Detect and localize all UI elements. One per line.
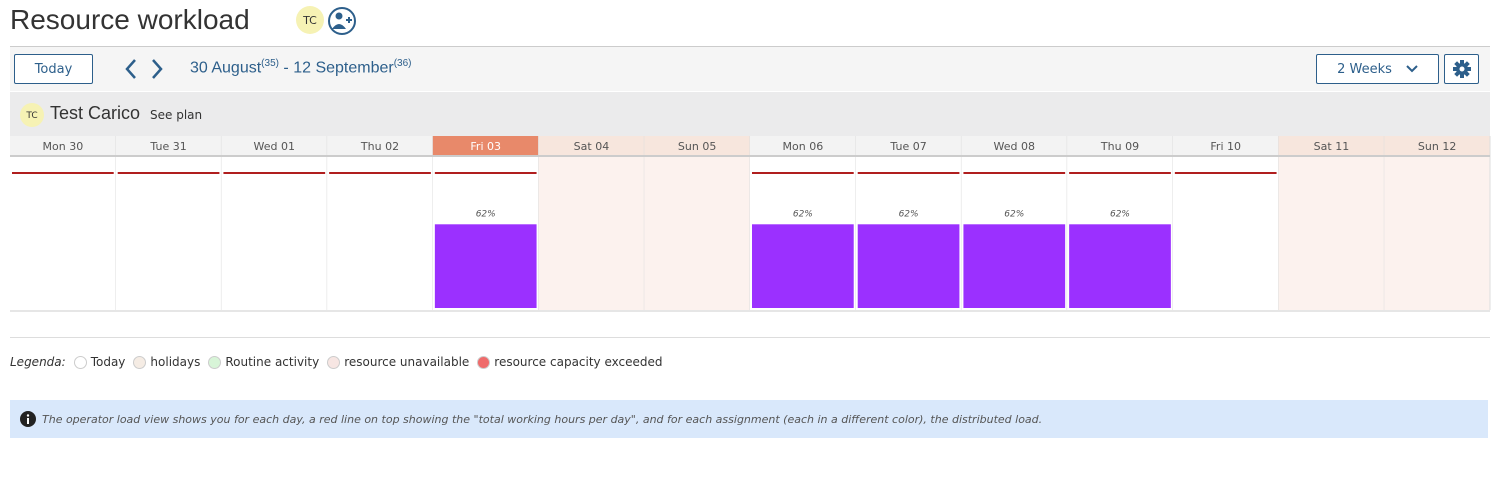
day-header bbox=[855, 136, 962, 155]
info-text: The operator load view shows you for eac… bbox=[42, 412, 1043, 426]
prev-arrow[interactable] bbox=[125, 59, 136, 79]
range-end-week: (36) bbox=[393, 58, 412, 69]
legend-swatch bbox=[208, 355, 222, 369]
day-header bbox=[115, 136, 222, 155]
day-label: Thu 02 bbox=[360, 140, 399, 153]
next-arrow[interactable] bbox=[152, 59, 163, 79]
load-bar bbox=[752, 224, 854, 308]
day-grid: Mon 30 Tue 31 Wed 01 Thu 02 Fri 03 62% Sat 04 S… bbox=[10, 136, 1491, 310]
info-box: The operator load view shows you for eac… bbox=[10, 400, 1488, 438]
day-label: Fri 10 bbox=[1210, 140, 1241, 153]
day-body bbox=[1384, 156, 1490, 310]
day-header bbox=[538, 136, 645, 155]
gear-icon bbox=[1452, 60, 1471, 78]
day-label: Sun 12 bbox=[1418, 140, 1456, 153]
day-label: Mon 30 bbox=[43, 140, 84, 153]
day-label: Sat 04 bbox=[574, 140, 610, 153]
resource-row-bg bbox=[10, 92, 1490, 136]
day-header bbox=[1067, 136, 1173, 155]
load-bar bbox=[963, 224, 1066, 308]
day-header bbox=[432, 136, 539, 155]
range-separator: - bbox=[283, 59, 289, 77]
load-bar bbox=[434, 224, 537, 308]
legend: Legenda: Today holidays Routine activity re… bbox=[10, 355, 663, 369]
page-title: Resource workload bbox=[10, 4, 250, 35]
day-label: Tue 31 bbox=[149, 140, 186, 153]
info-icon bbox=[20, 411, 36, 427]
day-header bbox=[961, 136, 1068, 155]
resource-name: Test Carico bbox=[50, 103, 141, 123]
avatar: TC bbox=[302, 14, 317, 27]
resource-avatar-bg bbox=[20, 103, 44, 127]
day-header bbox=[644, 136, 750, 155]
day-header bbox=[327, 136, 433, 155]
day-header bbox=[1172, 136, 1279, 155]
toolbar-bg bbox=[10, 47, 1490, 91]
day-body bbox=[221, 156, 328, 310]
day-header bbox=[1278, 136, 1385, 155]
period-label: 2 Weeks bbox=[1337, 61, 1392, 77]
legend-label: resource unavailable bbox=[344, 355, 470, 369]
day-label: Tue 07 bbox=[889, 140, 926, 153]
day-label: Mon 06 bbox=[783, 140, 824, 153]
dropdown-caret bbox=[1406, 65, 1418, 73]
load-label: 62% bbox=[793, 209, 813, 219]
day-label: Sat 11 bbox=[1314, 140, 1350, 153]
range-start: 30 August bbox=[190, 59, 262, 77]
avatar-bg bbox=[296, 6, 324, 34]
resource-avatar: TC bbox=[25, 111, 37, 121]
settings-button[interactable] bbox=[1444, 54, 1479, 84]
day-body bbox=[644, 156, 750, 310]
day-body bbox=[115, 156, 222, 310]
day-label: Thu 09 bbox=[1100, 140, 1139, 153]
day-label: Sun 05 bbox=[678, 140, 716, 153]
day-body bbox=[1278, 156, 1385, 310]
legend-label: Routine activity bbox=[225, 355, 320, 369]
legend-title: Legenda: bbox=[10, 355, 66, 369]
legend-swatch bbox=[327, 355, 341, 369]
range-end: 12 September bbox=[293, 59, 394, 77]
day-body bbox=[1172, 156, 1279, 310]
load-label: 62% bbox=[899, 209, 919, 219]
legend-swatch bbox=[133, 355, 147, 369]
day-label: Wed 01 bbox=[254, 140, 295, 153]
range-start-week: (35) bbox=[261, 58, 279, 69]
day-header bbox=[221, 136, 328, 155]
load-bar bbox=[1069, 224, 1171, 308]
legend-label: holidays bbox=[150, 355, 201, 369]
day-label: Wed 08 bbox=[994, 140, 1035, 153]
see-plan-link[interactable]: See plan bbox=[150, 108, 203, 122]
load-label: 62% bbox=[1004, 209, 1024, 219]
day-body bbox=[538, 156, 645, 310]
day-header bbox=[10, 136, 116, 155]
day-body bbox=[327, 156, 433, 310]
period-dropdown[interactable]: 2 Weeks bbox=[1316, 54, 1439, 84]
legend-label: Today bbox=[90, 355, 126, 369]
legend-swatch bbox=[73, 355, 87, 369]
load-bar bbox=[857, 224, 960, 308]
legend-swatch bbox=[477, 355, 491, 369]
add-user-icon[interactable] bbox=[328, 7, 356, 35]
load-label: 62% bbox=[476, 209, 496, 219]
day-header bbox=[1384, 136, 1490, 155]
legend-label: resource capacity exceeded bbox=[494, 355, 663, 369]
day-header bbox=[750, 136, 856, 155]
day-body bbox=[10, 156, 116, 310]
today-button[interactable]: Today bbox=[14, 54, 93, 84]
date-range: 30 August(35) - 12 September(36) bbox=[190, 58, 412, 77]
day-label: Fri 03 bbox=[470, 140, 501, 153]
load-label: 62% bbox=[1110, 209, 1130, 219]
